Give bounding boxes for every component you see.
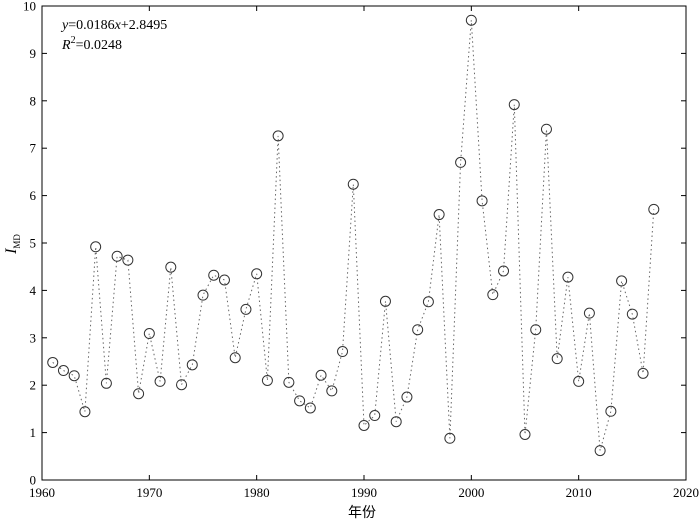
y-tick-label: 6 (30, 188, 37, 203)
axes: 1960 1970 1980 1990 2000 2010 2020 0 1 2 3 4 5 6 7 8 9 10 (23, 0, 699, 500)
data-point (637, 367, 649, 379)
data-point (283, 376, 295, 388)
data-point (218, 274, 230, 286)
data-point (487, 289, 499, 301)
data-point (272, 130, 284, 142)
y-tick-label: 9 (30, 46, 37, 61)
y-tick-label: 7 (30, 141, 37, 156)
data-point (294, 395, 306, 407)
markers (47, 14, 660, 457)
data-point (476, 195, 488, 207)
r-squared-label: R2=0.0248 (61, 35, 122, 53)
data-point (583, 307, 595, 319)
plot-frame (41, 5, 687, 481)
data-point (369, 410, 381, 422)
data-point (508, 99, 520, 111)
x-tick-label: 1970 (136, 485, 162, 500)
data-point (68, 370, 80, 382)
data-point (498, 265, 510, 277)
x-axis-title: 年份 (348, 505, 376, 521)
data-point (337, 346, 349, 358)
data-point (347, 178, 359, 190)
x-tick-label: 1990 (351, 485, 377, 500)
data-point (186, 359, 198, 371)
data-point (412, 324, 424, 336)
data-point (379, 295, 391, 307)
data-point (90, 241, 102, 253)
x-tick-label: 2020 (673, 485, 699, 500)
trend-equation: y=0.0186x+2.8495 (60, 18, 167, 33)
data-point (444, 432, 456, 444)
y-tick-label: 4 (30, 283, 37, 298)
data-point (465, 14, 477, 26)
data-point (208, 269, 220, 281)
data-point (315, 369, 327, 381)
data-point (79, 406, 91, 418)
y-tick-label: 0 (30, 473, 37, 488)
data-point (573, 375, 585, 387)
data-point (122, 254, 134, 266)
data-point (176, 379, 188, 391)
series-layer (52, 20, 655, 451)
data-point (358, 419, 370, 431)
data-point (401, 391, 413, 403)
y-axis-title: IMD (3, 234, 22, 255)
data-point (165, 261, 177, 273)
series-line (52, 20, 655, 451)
data-point (433, 209, 445, 221)
y-tick-label: 3 (30, 330, 37, 345)
data-point (240, 303, 252, 315)
data-point (455, 156, 467, 168)
svg-text:IMD: IMD (3, 234, 22, 255)
data-point (57, 365, 69, 377)
x-tick-label: 2000 (458, 485, 484, 500)
data-point (562, 271, 574, 283)
y-tick-label: 2 (30, 378, 37, 393)
data-point (197, 289, 209, 301)
data-point (519, 428, 531, 440)
y-tick-label: 1 (30, 425, 37, 440)
data-point (326, 385, 338, 397)
data-point (594, 445, 606, 457)
y-tick-label: 8 (30, 93, 37, 108)
data-point (100, 377, 112, 389)
y-tick-label: 5 (30, 236, 37, 251)
x-tick-label: 2010 (566, 485, 592, 500)
x-tick-label: 1960 (29, 485, 55, 500)
data-point (111, 250, 123, 262)
y-tick-label: 10 (23, 0, 36, 14)
data-point (540, 123, 552, 135)
data-point (133, 388, 145, 400)
x-tick-label: 1980 (244, 485, 270, 500)
data-point (251, 268, 263, 280)
data-point (229, 352, 241, 364)
data-point (143, 328, 155, 340)
data-point (551, 353, 563, 365)
data-point (47, 356, 59, 368)
data-point (648, 203, 660, 215)
data-point (626, 308, 638, 320)
data-point (422, 296, 434, 308)
data-point (261, 374, 273, 386)
data-point (304, 402, 316, 414)
data-point (616, 275, 628, 287)
data-point (390, 416, 402, 428)
data-point (154, 375, 166, 387)
data-point (530, 324, 542, 336)
data-point (605, 405, 617, 417)
